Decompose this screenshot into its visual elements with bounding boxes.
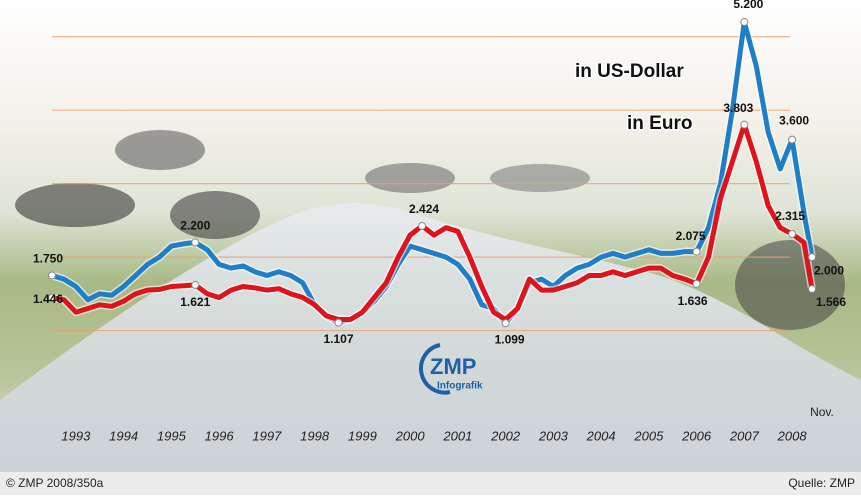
- cows: [15, 130, 845, 330]
- value-label: 5.200: [733, 0, 763, 11]
- value-dot: [740, 18, 749, 27]
- logo-text: ZMP: [430, 354, 476, 379]
- plot: 1.750 2.200 1.107 1.099 2.075 5.200 3.600 2.000…: [33, 0, 846, 346]
- value-label: 1.750: [33, 252, 63, 266]
- value-label: 3.600: [779, 114, 809, 128]
- value-dot: [501, 319, 510, 328]
- value-label: 1.107: [323, 332, 353, 346]
- value-label: 1.636: [678, 294, 708, 308]
- value-dot: [788, 229, 797, 238]
- value-label: 2.200: [180, 219, 210, 233]
- x-tick-label: 1995: [157, 428, 187, 443]
- footer-bar: [0, 472, 861, 495]
- value-dot: [788, 135, 797, 144]
- value-label: 3.803: [723, 101, 753, 115]
- x-tick-label: 2006: [681, 428, 712, 443]
- logo-subtitle: Infografik: [437, 381, 483, 392]
- footer-right: Quelle: ZMP: [788, 476, 855, 490]
- value-dot: [191, 238, 200, 247]
- value-label: 2.424: [409, 202, 439, 216]
- x-tick-label: 1993: [61, 428, 91, 443]
- value-dot: [48, 271, 56, 280]
- value-label: 2.075: [676, 229, 706, 243]
- x-tick-label: 2005: [633, 428, 664, 443]
- value-label: 1.446: [33, 292, 63, 306]
- value-dot: [808, 284, 816, 293]
- x-tick-label: 2002: [490, 428, 521, 443]
- value-dot: [334, 318, 343, 327]
- value-label: 1.621: [180, 295, 210, 309]
- value-dot: [48, 293, 56, 302]
- powder-mound: [0, 203, 861, 472]
- x-tick-label: 1999: [348, 428, 377, 443]
- legend-label: in Euro: [627, 113, 692, 134]
- x-tick-label: 2008: [777, 428, 808, 443]
- value-label: 2.000: [814, 263, 844, 277]
- x-tick-label: 2003: [538, 428, 569, 443]
- x-tick-label: 1998: [300, 428, 330, 443]
- footer-left: © ZMP 2008/350a: [6, 476, 104, 490]
- value-dot: [740, 120, 749, 129]
- x-tick-label: 2000: [395, 428, 426, 443]
- value-label: 1.099: [495, 332, 525, 346]
- value-dot: [808, 253, 816, 262]
- value-dot: [191, 280, 200, 289]
- value-dot: [692, 279, 701, 288]
- series-line: [51, 19, 815, 326]
- logo: ZMP Infografik: [418, 343, 483, 395]
- legend-label: in US-Dollar: [575, 61, 684, 82]
- logo-arc: [418, 343, 451, 395]
- value-dot: [692, 247, 701, 256]
- series-line: [51, 122, 815, 322]
- value-label: 2.315: [775, 209, 805, 223]
- x-end-label: Nov.: [810, 405, 834, 419]
- x-tick-label: 1997: [252, 428, 282, 443]
- x-tick-label: 2007: [729, 428, 760, 443]
- value-label: 1.566: [816, 295, 846, 309]
- x-tick-label: 1996: [205, 428, 235, 443]
- value-dot: [418, 221, 427, 230]
- x-tick-label: 2001: [442, 428, 472, 443]
- x-tick-label: 2004: [586, 428, 616, 443]
- x-tick-label: 1994: [109, 428, 138, 443]
